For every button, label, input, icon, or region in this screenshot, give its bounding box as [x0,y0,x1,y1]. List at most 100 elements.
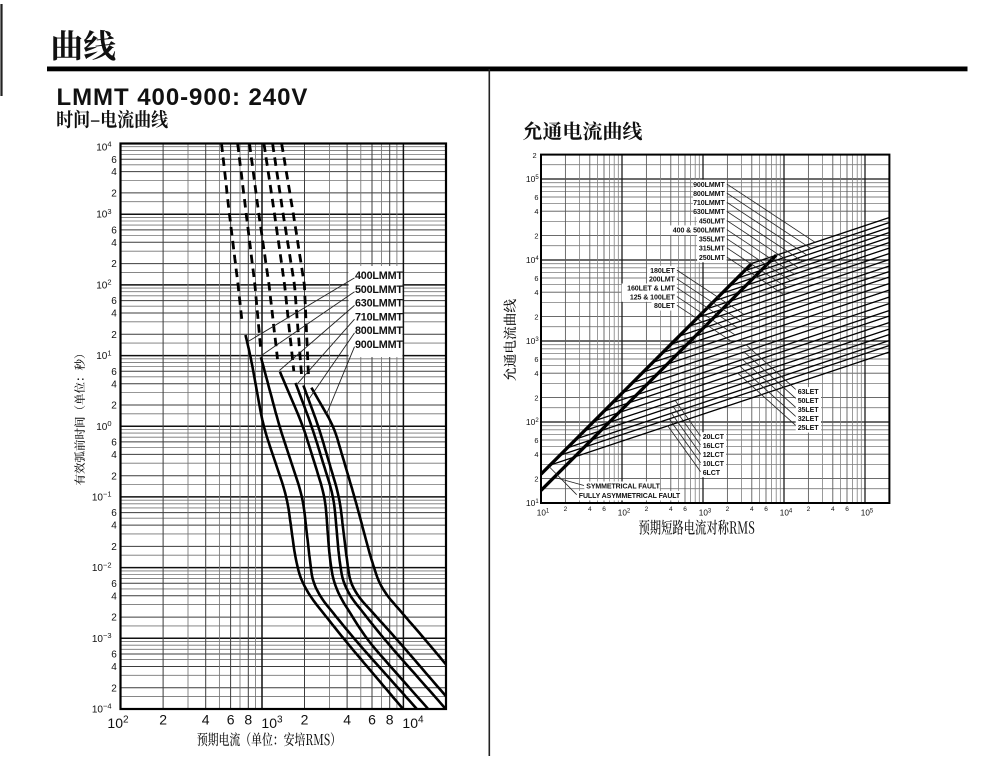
svg-text:4: 4 [669,506,673,513]
svg-text:2: 2 [111,542,117,553]
svg-text:900LMMT: 900LMMT [693,181,725,189]
svg-text:400LMMT: 400LMMT [355,270,403,282]
svg-text:105: 105 [861,508,874,517]
svg-text:32LET: 32LET [798,415,820,423]
svg-text:103: 103 [699,508,712,517]
svg-text:4: 4 [111,238,117,249]
svg-text:4: 4 [111,167,117,178]
svg-text:102: 102 [618,508,631,517]
svg-text:6: 6 [111,226,117,237]
svg-text:6: 6 [111,367,117,378]
svg-text:6: 6 [111,650,117,661]
svg-text:104: 104 [526,255,539,265]
svg-text:6: 6 [534,355,538,364]
svg-text:2: 2 [111,683,117,694]
svg-text:50LET: 50LET [798,397,820,405]
svg-text:710LMMT: 710LMMT [693,199,725,207]
svg-text:6: 6 [534,193,538,202]
svg-text:4: 4 [111,309,117,320]
svg-text:12LCT: 12LCT [703,451,725,459]
svg-text:6: 6 [227,712,235,728]
svg-text:6: 6 [111,296,117,307]
svg-text:2: 2 [301,712,309,728]
svg-text:6: 6 [534,436,538,445]
svg-text:2: 2 [726,506,730,513]
svg-text:2: 2 [111,471,117,482]
svg-text:6: 6 [111,438,117,449]
svg-text:500LMMT: 500LMMT [355,284,403,296]
svg-text:160LET & LMT: 160LET & LMT [627,285,675,293]
svg-text:2: 2 [532,151,536,160]
svg-text:4: 4 [534,207,538,216]
svg-text:4: 4 [588,506,592,513]
svg-text:6: 6 [111,579,117,590]
svg-text:4: 4 [750,506,754,513]
svg-text:4: 4 [202,712,210,728]
svg-text:315LMT: 315LMT [699,245,726,253]
svg-text:2: 2 [645,506,649,513]
svg-text:2: 2 [534,313,538,322]
svg-text:2: 2 [807,506,811,513]
svg-text:2: 2 [111,259,117,270]
svg-text:4: 4 [111,521,117,532]
svg-text:6: 6 [683,506,687,513]
svg-text:4: 4 [111,591,117,602]
svg-text:200LMT: 200LMT [649,276,676,284]
svg-text:900LMMT: 900LMMT [355,339,403,351]
svg-text:4: 4 [534,369,538,378]
svg-text:10LCT: 10LCT [703,460,725,468]
svg-text:6: 6 [764,506,768,513]
svg-text:450LMT: 450LMT [699,217,726,225]
svg-text:LMMT 400-900: 240V: LMMT 400-900: 240V [57,84,309,111]
svg-text:20LCT: 20LCT [703,433,725,441]
svg-text:63LET: 63LET [798,388,820,396]
svg-text:4: 4 [534,288,538,297]
svg-text:2: 2 [534,475,538,484]
svg-text:4: 4 [343,712,351,728]
svg-text:6: 6 [845,506,849,513]
svg-text:35LET: 35LET [798,406,820,414]
svg-text:630LMMT: 630LMMT [693,208,725,216]
svg-text:101: 101 [537,508,550,517]
svg-text:SYMMETRICAL FAULT: SYMMETRICAL FAULT [586,484,660,491]
svg-text:6: 6 [368,712,376,728]
svg-text:2: 2 [111,330,117,341]
svg-text:630LMMT: 630LMMT [355,298,403,310]
svg-text:2: 2 [564,506,568,513]
svg-text:101: 101 [526,498,539,508]
svg-text:355LMT: 355LMT [699,236,726,244]
svg-text:4: 4 [831,506,835,513]
svg-text:4: 4 [111,379,117,390]
svg-text:2: 2 [111,613,117,624]
svg-text:6: 6 [111,508,117,519]
svg-text:8: 8 [244,712,252,728]
svg-text:16LCT: 16LCT [703,442,725,450]
svg-text:104: 104 [780,508,793,517]
svg-text:2: 2 [534,232,538,241]
svg-text:80LET: 80LET [654,302,676,310]
svg-text:125 & 100LET: 125 & 100LET [630,293,676,301]
svg-text:2: 2 [534,394,538,403]
svg-text:8: 8 [386,712,394,728]
svg-text:FULLY ASYMMETRICAL FAULT: FULLY ASYMMETRICAL FAULT [579,493,681,500]
svg-text:2: 2 [111,401,117,412]
svg-text:250LMT: 250LMT [699,254,726,262]
svg-text:2: 2 [111,189,117,200]
svg-text:800LMMT: 800LMMT [355,325,403,337]
svg-text:105: 105 [526,174,539,184]
svg-text:102: 102 [526,417,539,427]
svg-text:180LET: 180LET [650,267,675,275]
svg-text:2: 2 [159,712,167,728]
svg-text:25LET: 25LET [798,424,820,432]
svg-text:6: 6 [534,274,538,283]
svg-text:6LCT: 6LCT [703,469,721,477]
svg-text:4: 4 [111,450,117,461]
svg-text:800LMMT: 800LMMT [693,190,725,198]
svg-text:710LMMT: 710LMMT [355,311,403,323]
svg-text:6: 6 [111,155,117,166]
svg-text:400 & 500LMMT: 400 & 500LMMT [673,227,726,235]
svg-text:6: 6 [602,506,606,513]
svg-text:103: 103 [526,336,539,346]
svg-text:4: 4 [534,450,538,459]
svg-text:4: 4 [111,662,117,673]
